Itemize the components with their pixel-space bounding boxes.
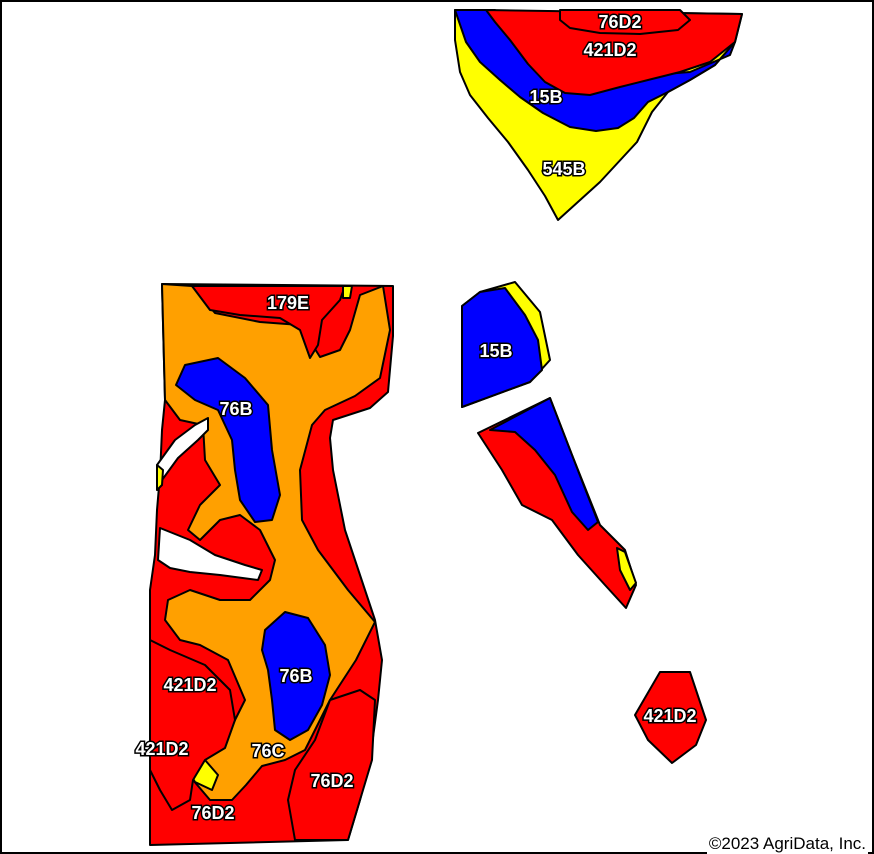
field-right-small: 421D2 — [634, 671, 707, 764]
copyright-notice: ©2023 AgriData, Inc. — [706, 834, 868, 854]
label-15B-top: 15B — [529, 87, 562, 107]
label-76D2-bottom: 76D2 — [191, 803, 234, 823]
soil-unit-179E — [191, 285, 346, 359]
white-notch-upper — [156, 417, 209, 481]
label-76C: 76C — [251, 741, 284, 761]
label-76B-lower: 76B — [279, 666, 312, 686]
label-421D2-top: 421D2 — [583, 40, 636, 60]
label-15B-middle: 15B — [479, 341, 512, 361]
soil-unit-blue-strip — [489, 397, 599, 531]
soil-unit-76D2-top — [559, 9, 691, 35]
soil-unit-421D2-left — [149, 639, 236, 811]
field-middle-pentagon: 15B — [461, 281, 551, 408]
soil-unit-421D2-right — [634, 671, 707, 764]
soil-unit-76B-upper — [175, 357, 281, 523]
soil-unit-yellow-top — [342, 285, 353, 299]
soil-unit-76D2-right — [287, 689, 376, 841]
label-545B: 545B — [542, 159, 585, 179]
label-421D2-right: 421D2 — [643, 706, 696, 726]
field-left: 179E 76B 76B 421D2 421D2 76C 76D2 76D2 — [134, 283, 394, 846]
field-middle-strip — [477, 397, 637, 609]
label-179E: 179E — [267, 293, 309, 313]
label-421D2-left-a: 421D2 — [163, 675, 216, 695]
soil-unit-yellow-upper — [156, 464, 164, 491]
soil-unit-421D2-top — [485, 9, 743, 96]
label-76D2-right: 76D2 — [310, 771, 353, 791]
white-notch-middle — [157, 527, 263, 581]
label-76D2-top: 76D2 — [598, 12, 641, 32]
label-76B-upper: 76B — [219, 399, 252, 419]
soil-unit-76B-lower — [261, 611, 331, 741]
soil-unit-yellow-strip — [616, 547, 637, 591]
field-top: 76D2 421D2 15B 545B — [454, 9, 743, 221]
label-421D2-left-b: 421D2 — [135, 739, 188, 759]
soil-unit-15B-middle — [461, 287, 543, 408]
